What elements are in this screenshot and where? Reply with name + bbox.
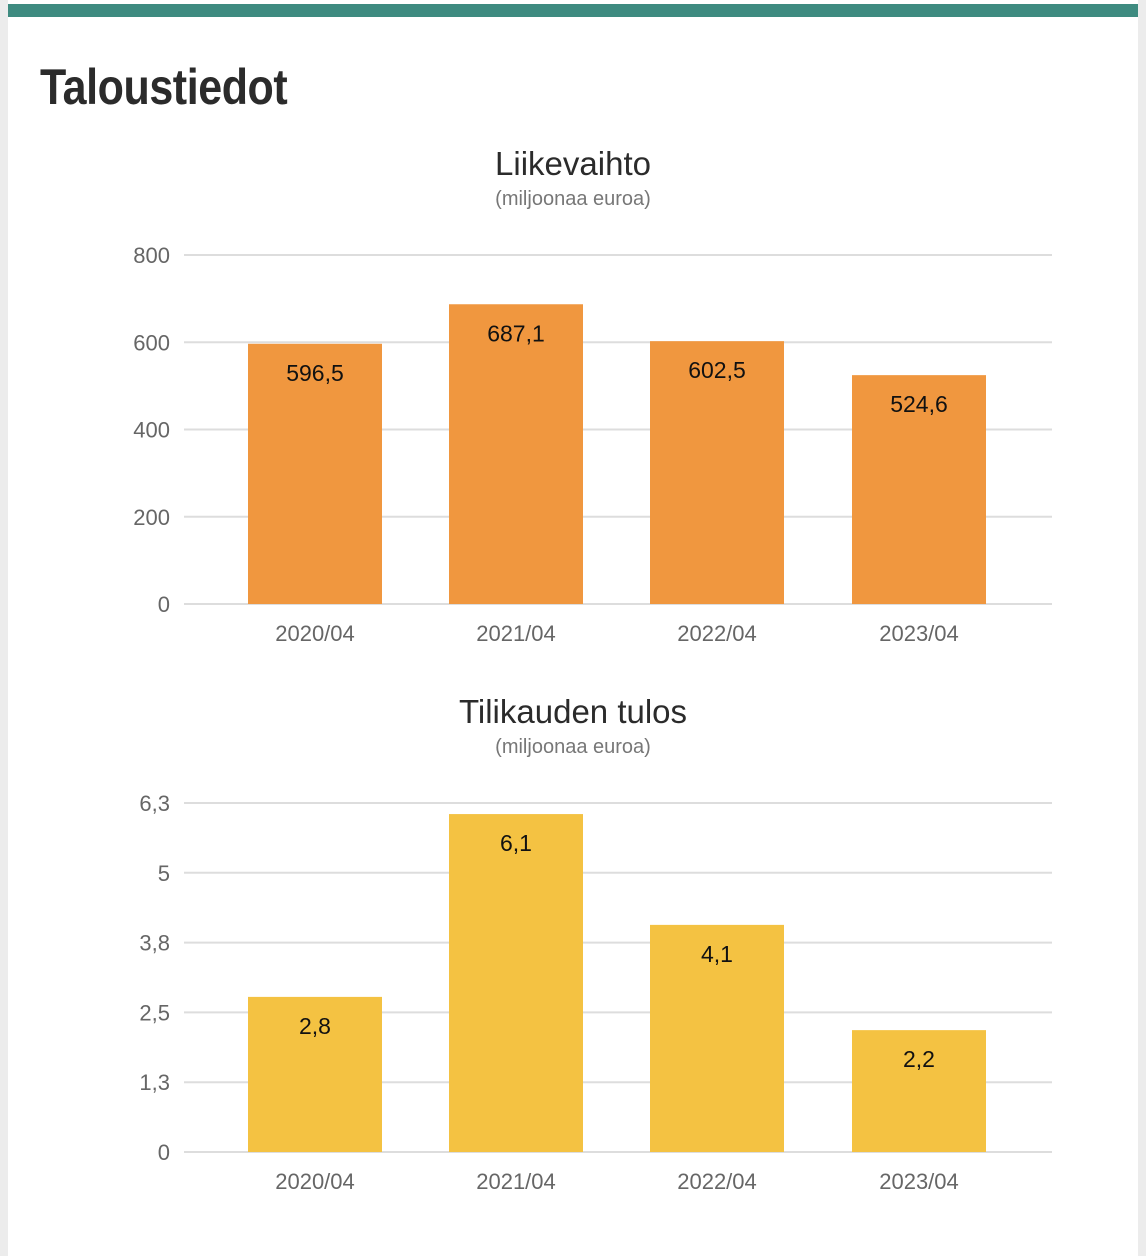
financial-card: Taloustiedot 0 200 400 600 800 596,5 2020/04 68… bbox=[8, 0, 1138, 1256]
page-title: Taloustiedot bbox=[40, 58, 287, 116]
profit-x-tick-label: 2020/04 bbox=[275, 1169, 355, 1194]
revenue-value-label: 602,5 bbox=[688, 357, 746, 383]
profit-value-label: 4,1 bbox=[701, 941, 733, 967]
profit-chart-subtitle: (miljoonaa euroa) bbox=[495, 736, 651, 758]
revenue-chart-title: Liikevaihto bbox=[495, 145, 651, 182]
profit-y-tick-label: 2,5 bbox=[139, 1000, 170, 1025]
revenue-x-tick-label: 2022/04 bbox=[677, 621, 757, 646]
revenue-y-tick-label: 0 bbox=[158, 592, 170, 617]
revenue-x-tick-label: 2021/04 bbox=[476, 621, 556, 646]
profit-y-tick-label: 5 bbox=[158, 861, 170, 886]
revenue-x-tick-label: 2020/04 bbox=[275, 621, 355, 646]
profit-y-tick-label: 6,3 bbox=[139, 791, 170, 816]
revenue-y-tick-label: 400 bbox=[133, 418, 170, 443]
revenue-x-tick-label: 2023/04 bbox=[879, 621, 959, 646]
profit-x-tick-label: 2021/04 bbox=[476, 1169, 556, 1194]
accent-bar bbox=[8, 4, 1138, 17]
revenue-chart-subtitle: (miljoonaa euroa) bbox=[495, 188, 651, 210]
revenue-y-tick-label: 200 bbox=[133, 505, 170, 530]
profit-chart: 0 1,3 2,5 3,8 5 6,3 2,8 2020/04 6,1 2021/04 4,1 202… bbox=[8, 678, 1138, 1198]
revenue-y-tick-label: 600 bbox=[133, 330, 170, 355]
revenue-value-label: 687,1 bbox=[487, 320, 545, 346]
profit-bars bbox=[248, 814, 986, 1152]
profit-y-tick-label: 1,3 bbox=[139, 1070, 170, 1095]
revenue-chart: 0 200 400 600 800 596,5 2020/04 687,1 2021/04 602… bbox=[8, 130, 1138, 650]
revenue-value-label: 524,6 bbox=[890, 391, 948, 417]
profit-bar bbox=[449, 814, 583, 1152]
profit-chart-title: Tilikauden tulos bbox=[459, 693, 687, 730]
revenue-bar bbox=[449, 304, 583, 604]
profit-value-label: 2,2 bbox=[903, 1046, 935, 1072]
profit-value-label: 2,8 bbox=[299, 1013, 331, 1039]
profit-y-tick-label: 0 bbox=[158, 1140, 170, 1165]
revenue-bars bbox=[248, 304, 986, 604]
profit-x-tick-label: 2023/04 bbox=[879, 1169, 959, 1194]
profit-value-label: 6,1 bbox=[500, 830, 532, 856]
profit-y-tick-label: 3,8 bbox=[139, 931, 170, 956]
revenue-value-label: 596,5 bbox=[286, 360, 344, 386]
revenue-y-tick-label: 800 bbox=[133, 243, 170, 268]
profit-x-tick-label: 2022/04 bbox=[677, 1169, 757, 1194]
